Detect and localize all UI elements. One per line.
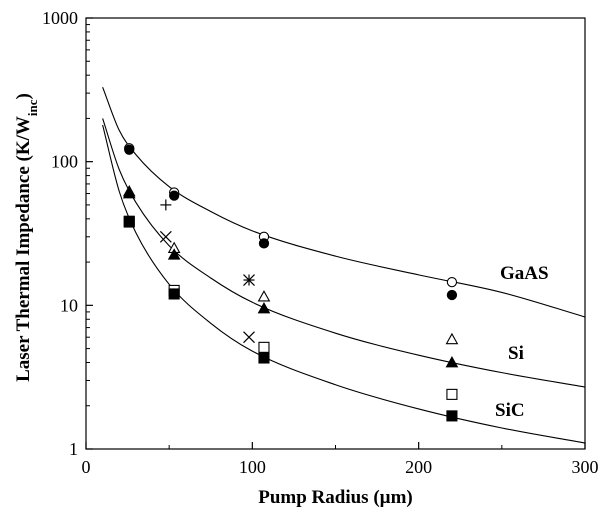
plus-marker (160, 199, 172, 211)
x-tick-label: 0 (82, 457, 91, 477)
y-tick-label: 10 (60, 295, 78, 315)
x-tick-label: 200 (405, 457, 432, 477)
marker-stroke (243, 331, 255, 344)
cross-marker (159, 230, 172, 243)
gaas-filled-marker (124, 144, 135, 155)
y-tick-label: 100 (51, 152, 78, 172)
sic-filled-marker (258, 352, 270, 364)
data-markers (122, 143, 459, 422)
gaas-series-label: GaAS (500, 263, 549, 284)
x-axis-title: Pump Radius (µm) (258, 487, 413, 508)
gaas-open-marker (446, 277, 458, 288)
marker-stroke (159, 230, 172, 243)
sic-open-marker (446, 388, 458, 400)
si-filled-marker (167, 248, 181, 260)
sic-fit-curve (102, 124, 586, 444)
gaas-filled-marker (169, 190, 180, 201)
y-tick-label: 1000 (42, 8, 78, 28)
star-marker (243, 274, 255, 286)
sic-filled-marker (123, 216, 135, 228)
marker-stroke (243, 274, 255, 286)
y-axis-title: Laser Thermal Impedance (K/Winc) (13, 93, 40, 382)
x-tick-label: 100 (239, 457, 266, 477)
si-filled-marker (257, 302, 271, 314)
si-filled-marker (445, 355, 459, 368)
gaas-filled-marker (446, 289, 458, 301)
y-tick-label: 1 (69, 439, 78, 459)
labels: 0 100 200 300 1 10 100 1000 Pump Radius (µm) Lase… (13, 8, 599, 508)
si-filled-marker (122, 187, 136, 199)
si-open-marker (445, 332, 459, 345)
si-series-label: Si (508, 343, 524, 364)
cross-marker (243, 331, 255, 344)
gaas-filled-marker (258, 238, 270, 249)
sic-filled-marker (446, 410, 458, 422)
sic-open-marker (258, 341, 270, 353)
axes (85, 17, 586, 450)
x-tick-label: 300 (572, 457, 599, 477)
si-open-marker (257, 290, 271, 302)
sic-filled-marker (168, 288, 180, 300)
sic-series-label: SiC (495, 400, 525, 421)
